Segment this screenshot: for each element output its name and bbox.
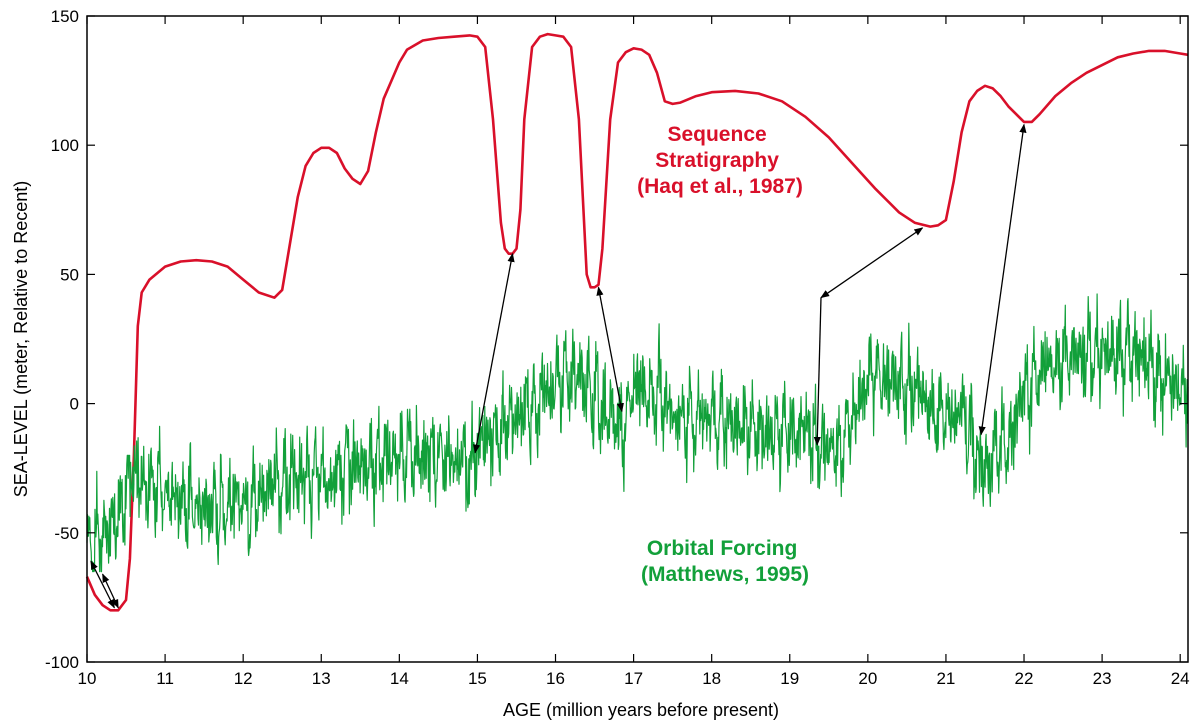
plot-frame [86,15,1189,663]
sequence-stratigraphy-label-line: (Haq et al., 1987) [637,175,803,198]
correlation-arrow [102,573,119,609]
x-tick-label: 17 [624,669,643,688]
sequence-stratigraphy-line [85,32,1189,612]
x-tick-label: 24 [1171,669,1190,688]
correlation-arrow [820,227,924,299]
correlation-arrow [596,286,624,413]
orbital-forcing-label: Orbital Forcing (Matthews, 1995) [641,537,809,586]
orbital-forcing-label-line: Orbital Forcing [647,537,798,560]
y-axis-title: SEA-LEVEL (meter, Relative to Recent) [11,181,31,497]
y-tick-label: -100 [45,653,79,672]
correlation-arrow [813,297,822,446]
y-tick-label: -50 [54,524,79,543]
x-tick-label: 22 [1015,669,1034,688]
y-tick-label: 50 [60,265,79,284]
x-tick-label: 21 [936,669,955,688]
y-tick-label: 100 [51,136,79,155]
x-tick-label: 14 [390,669,409,688]
plot-area [85,32,1189,612]
x-tick-label: 13 [312,669,331,688]
axes: 10 11 12 13 14 15 16 17 18 19 20 21 22 23 24 -100 -50 0 50… [45,7,1190,688]
x-tick-label: 11 [156,669,174,688]
correlation-arrow [90,560,115,609]
sequence-stratigraphy-label: Sequence Stratigraphy (Haq et al., 1987) [637,123,803,198]
x-tick-label: 10 [78,669,97,688]
sequence-stratigraphy-label-line: Sequence [667,123,766,146]
x-tick-label: 20 [858,669,877,688]
correlation-arrow [473,252,515,454]
orbital-forcing-label-line: (Matthews, 1995) [641,563,809,586]
x-tick-label: 12 [234,669,253,688]
y-tick-label: 0 [70,395,79,414]
x-tick-label: 23 [1093,669,1112,688]
x-tick-label: 15 [468,669,487,688]
sequence-stratigraphy-label-line: Stratigraphy [655,149,779,172]
x-tick-label: 19 [780,669,799,688]
y-tick-label: 150 [51,7,79,26]
correlation-arrow [978,123,1027,436]
x-axis-title: AGE (million years before present) [503,700,779,720]
x-tick-label: 16 [546,669,565,688]
x-tick-label: 18 [702,669,721,688]
orbital-forcing-line [86,293,1189,573]
